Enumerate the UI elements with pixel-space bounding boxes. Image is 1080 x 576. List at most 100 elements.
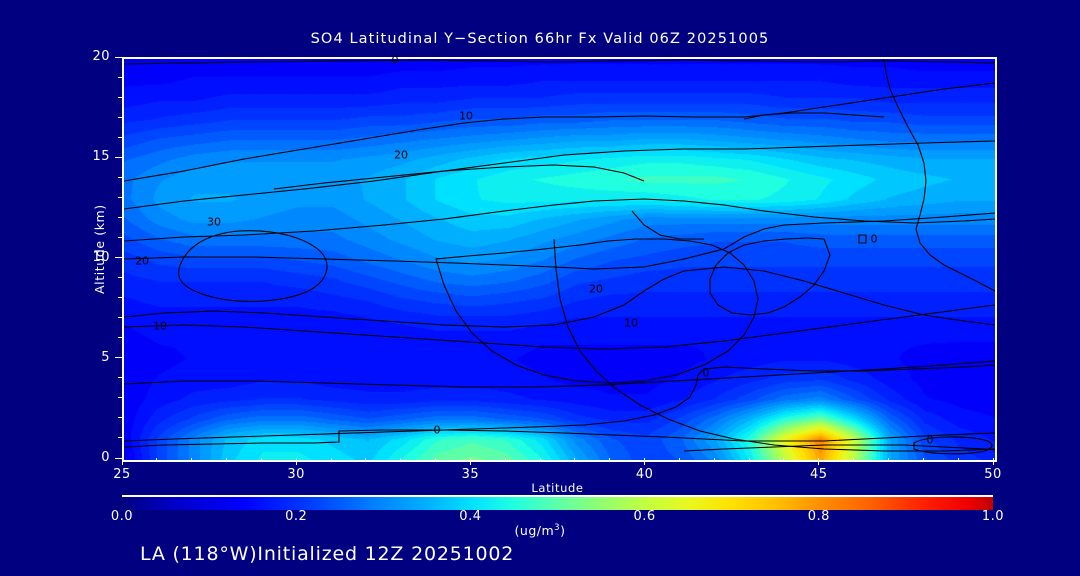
y-axis-tick-label: 0 <box>101 450 110 465</box>
colorbar[interactable] <box>122 495 993 510</box>
contour-label: 10 <box>624 316 638 330</box>
x-axis-tick-label: 30 <box>287 467 305 482</box>
chart-title: SO4 Latitudinal Y−Section 66hr Fx Valid … <box>310 31 770 47</box>
colorbar-tick-label: 1.0 <box>981 509 1005 524</box>
contour-label: 0 <box>702 366 710 380</box>
x-axis-minor-tick <box>574 458 576 462</box>
plot-area <box>122 57 997 462</box>
contour-line <box>124 213 995 269</box>
contour-line <box>914 437 992 454</box>
contour-label: 20 <box>589 282 603 296</box>
x-axis-minor-tick <box>226 458 228 462</box>
x-axis-minor-tick <box>713 458 715 462</box>
y-axis-minor-tick <box>118 76 122 78</box>
x-axis-minor-tick <box>435 458 437 462</box>
y-axis-minor-tick <box>118 277 122 279</box>
contour-line <box>274 165 644 189</box>
x-axis-major-tick <box>644 458 646 465</box>
y-axis-major-tick <box>115 357 122 359</box>
y-axis-minor-tick <box>118 317 122 319</box>
contour-label: 10 <box>153 319 167 333</box>
contour-line <box>744 113 884 119</box>
contour-line <box>859 235 866 243</box>
x-axis-minor-tick <box>748 458 750 462</box>
colorbar-units: (ug/m3) <box>0 523 1080 538</box>
y-axis-minor-tick <box>118 297 122 299</box>
colorbar-units-text: (ug/m <box>514 523 555 539</box>
y-axis-major-tick <box>115 257 122 258</box>
colorbar-units-exponent: 3 <box>554 523 561 533</box>
colorbar-tick-label: 0.4 <box>459 509 482 524</box>
x-axis-major-tick <box>469 458 471 465</box>
colorbar-tick-label: 0.2 <box>285 509 308 524</box>
contour-line <box>124 141 995 209</box>
contour-line <box>179 231 327 302</box>
x-axis-minor-tick <box>853 458 855 462</box>
y-axis-minor-tick <box>118 236 122 238</box>
contour-line <box>124 60 995 64</box>
y-axis-minor-tick <box>118 377 122 379</box>
y-axis-minor-tick <box>118 417 122 419</box>
x-axis-major-tick <box>992 458 994 465</box>
contour-line <box>124 430 995 447</box>
y-axis-minor-tick <box>118 116 122 118</box>
figure-footer: LA (118°W)Initialized 12Z 20251002 <box>140 543 515 565</box>
contour-line <box>124 365 995 441</box>
contour-overlay <box>124 59 995 460</box>
contour-line <box>124 83 995 181</box>
contour-label: 10 <box>459 109 473 123</box>
contour-label: 0 <box>926 433 934 447</box>
contour-line <box>884 59 995 291</box>
x-axis-minor-tick <box>365 458 367 462</box>
y-axis-tick-label: 5 <box>101 349 110 365</box>
y-axis-tick-label: 15 <box>92 149 110 165</box>
x-axis-minor-tick <box>783 458 785 462</box>
y-axis-minor-tick <box>118 337 122 339</box>
x-axis-minor-tick <box>156 458 158 462</box>
y-axis-tick-label: 10 <box>92 249 110 265</box>
contour-label: 30 <box>207 215 221 229</box>
contour-line <box>710 238 830 315</box>
x-axis-minor-tick <box>330 458 332 462</box>
colorbar-tick-label: 0.8 <box>807 509 830 524</box>
y-axis-minor-tick <box>118 136 122 138</box>
x-axis-tick-label: 45 <box>810 467 828 482</box>
x-axis-tick-label: 25 <box>113 467 131 482</box>
x-axis-minor-tick <box>922 458 924 462</box>
x-axis-minor-tick <box>887 458 889 462</box>
x-axis-minor-tick <box>609 458 611 462</box>
y-axis-minor-tick <box>118 397 122 399</box>
y-axis-minor-tick <box>118 96 122 98</box>
y-axis-tick-label: 20 <box>92 49 110 64</box>
y-axis-minor-tick <box>118 176 122 178</box>
contour-line <box>436 239 758 383</box>
colorbar-units-close: ) <box>560 523 566 539</box>
contour-label: 0 <box>870 232 878 246</box>
y-axis-major-tick <box>115 156 122 158</box>
colorbar-tick-label: 0.0 <box>110 509 134 524</box>
contour-line <box>124 267 995 327</box>
contour-line <box>632 211 704 239</box>
x-axis-tick-label: 50 <box>984 467 1002 482</box>
contour-line <box>684 445 995 451</box>
sulfate-heatmap-canvas <box>124 59 995 460</box>
plot-canvas-wrap <box>124 59 995 460</box>
x-axis-minor-tick <box>678 458 680 462</box>
contour-line <box>554 239 995 451</box>
y-axis-major-tick <box>115 457 122 459</box>
contour-label: 20 <box>135 254 149 268</box>
y-axis-title: Altitude (km) <box>92 203 107 294</box>
x-axis-title: Latitude <box>531 481 584 495</box>
contour-label: 20 <box>394 148 408 162</box>
contour-label: 0 <box>433 423 441 437</box>
y-axis-minor-tick <box>118 196 122 198</box>
colorbar-tick-label: 0.6 <box>633 509 656 524</box>
y-axis-minor-tick <box>118 216 122 218</box>
contour-line <box>124 305 995 349</box>
x-axis-major-tick <box>121 458 123 465</box>
x-axis-minor-tick <box>260 458 262 462</box>
x-axis-minor-tick <box>539 458 541 462</box>
x-axis-minor-tick <box>504 458 506 462</box>
x-axis-tick-label: 40 <box>635 467 654 482</box>
